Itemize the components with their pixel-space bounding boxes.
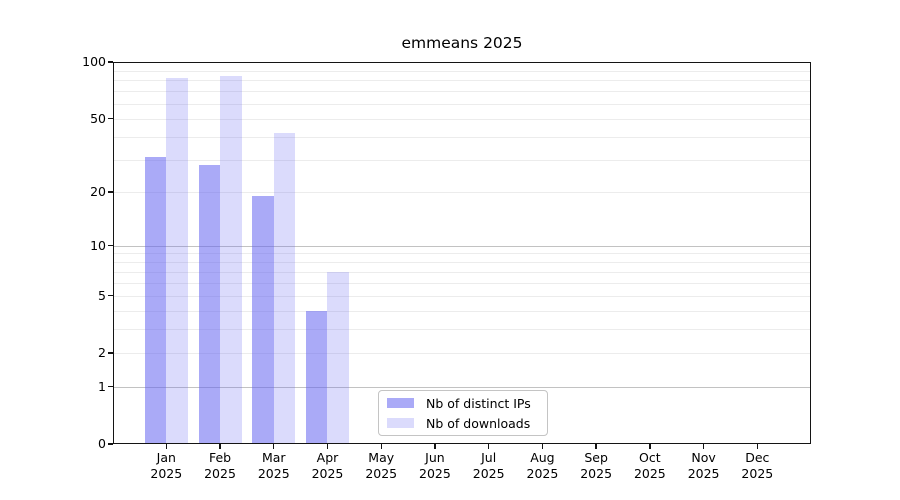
- y-tick-label: 5: [98, 287, 106, 303]
- x-tick-mark: [702, 444, 705, 449]
- bar-layer: [113, 62, 811, 444]
- bar-downloads: [166, 78, 188, 444]
- y-gridline-minor: [113, 103, 811, 105]
- x-tick-mark: [649, 444, 651, 449]
- y-gridline-minor: [113, 271, 811, 273]
- y-gridline-minor: [113, 253, 811, 255]
- y-gridline-major: [113, 245, 811, 247]
- x-tick-label: Dec 2025: [741, 450, 774, 481]
- legend-swatch-distinct-ips: [387, 398, 414, 408]
- y-gridline-minor: [113, 282, 811, 284]
- y-tick-label: 20: [90, 184, 106, 199]
- y-gridline-minor: [113, 159, 811, 161]
- y-tick-label: 100: [82, 54, 106, 69]
- y-gridline-minor: [113, 329, 811, 331]
- chart-title: emmeans 2025: [401, 34, 523, 52]
- x-tick-label: Aug 2025: [526, 450, 559, 481]
- x-tick-label: Feb 2025: [204, 450, 236, 481]
- bar-distinct-ips: [198, 165, 221, 444]
- y-gridline-minor: [113, 80, 811, 82]
- x-tick-label: May 2025: [365, 450, 398, 481]
- x-tick-mark: [380, 444, 382, 449]
- legend-label-distinct-ips: Nb of distinct IPs: [426, 395, 531, 411]
- x-tick-mark: [756, 444, 759, 449]
- y-gridline-minor: [113, 192, 811, 193]
- y-gridline-minor: [113, 353, 811, 355]
- x-tick-label: Apr 2025: [311, 450, 344, 481]
- bar-distinct-ips: [144, 157, 167, 444]
- x-tick-label: Nov 2025: [687, 450, 720, 481]
- x-tick-label: Jul 2025: [472, 450, 505, 481]
- x-tick-mark: [595, 444, 597, 449]
- plot-area: [113, 62, 811, 444]
- legend-item-distinct-ips: Nb of distinct IPs: [387, 395, 547, 412]
- y-tick-label: 1: [98, 378, 106, 394]
- y-gridline-minor: [113, 136, 811, 138]
- grid-layer: [113, 62, 811, 444]
- x-tick-mark: [219, 444, 221, 449]
- x-tick-mark: [273, 444, 275, 449]
- bar-downloads: [273, 132, 296, 444]
- y-gridline-major: [113, 386, 811, 388]
- y-gridline-minor: [113, 295, 811, 297]
- legend-item-downloads: Nb of downloads: [387, 415, 547, 432]
- x-tick-label: Sep 2025: [580, 450, 613, 481]
- y-gridline-minor: [113, 118, 811, 120]
- y-tick-label: 50: [90, 110, 106, 126]
- x-tick-mark: [487, 444, 490, 449]
- bar-downloads: [220, 76, 242, 444]
- y-tick-label: 0: [98, 436, 106, 451]
- legend-swatch-downloads: [387, 418, 414, 428]
- y-gridline-minor: [113, 262, 811, 264]
- y-tick-label: 2: [98, 345, 106, 361]
- legend-label-downloads: Nb of downloads: [426, 415, 531, 431]
- x-tick-mark: [434, 444, 436, 449]
- x-tick-mark: [165, 444, 167, 449]
- bar-distinct-ips: [305, 310, 328, 444]
- bar-downloads: [327, 271, 349, 444]
- bar-distinct-ips: [252, 196, 274, 444]
- y-gridline-minor: [113, 310, 811, 312]
- y-tick-label: 10: [90, 237, 106, 253]
- y-gridline-minor: [113, 91, 811, 93]
- y-gridline-minor: [113, 70, 811, 72]
- x-tick-mark: [541, 444, 544, 449]
- x-tick-label: Mar 2025: [257, 450, 290, 481]
- legend: Nb of distinct IPs Nb of downloads: [378, 390, 548, 436]
- x-tick-mark: [326, 444, 329, 449]
- x-tick-label: Jun 2025: [419, 450, 451, 481]
- x-tick-label: Jan 2025: [150, 450, 183, 481]
- x-tick-label: Oct 2025: [633, 450, 666, 481]
